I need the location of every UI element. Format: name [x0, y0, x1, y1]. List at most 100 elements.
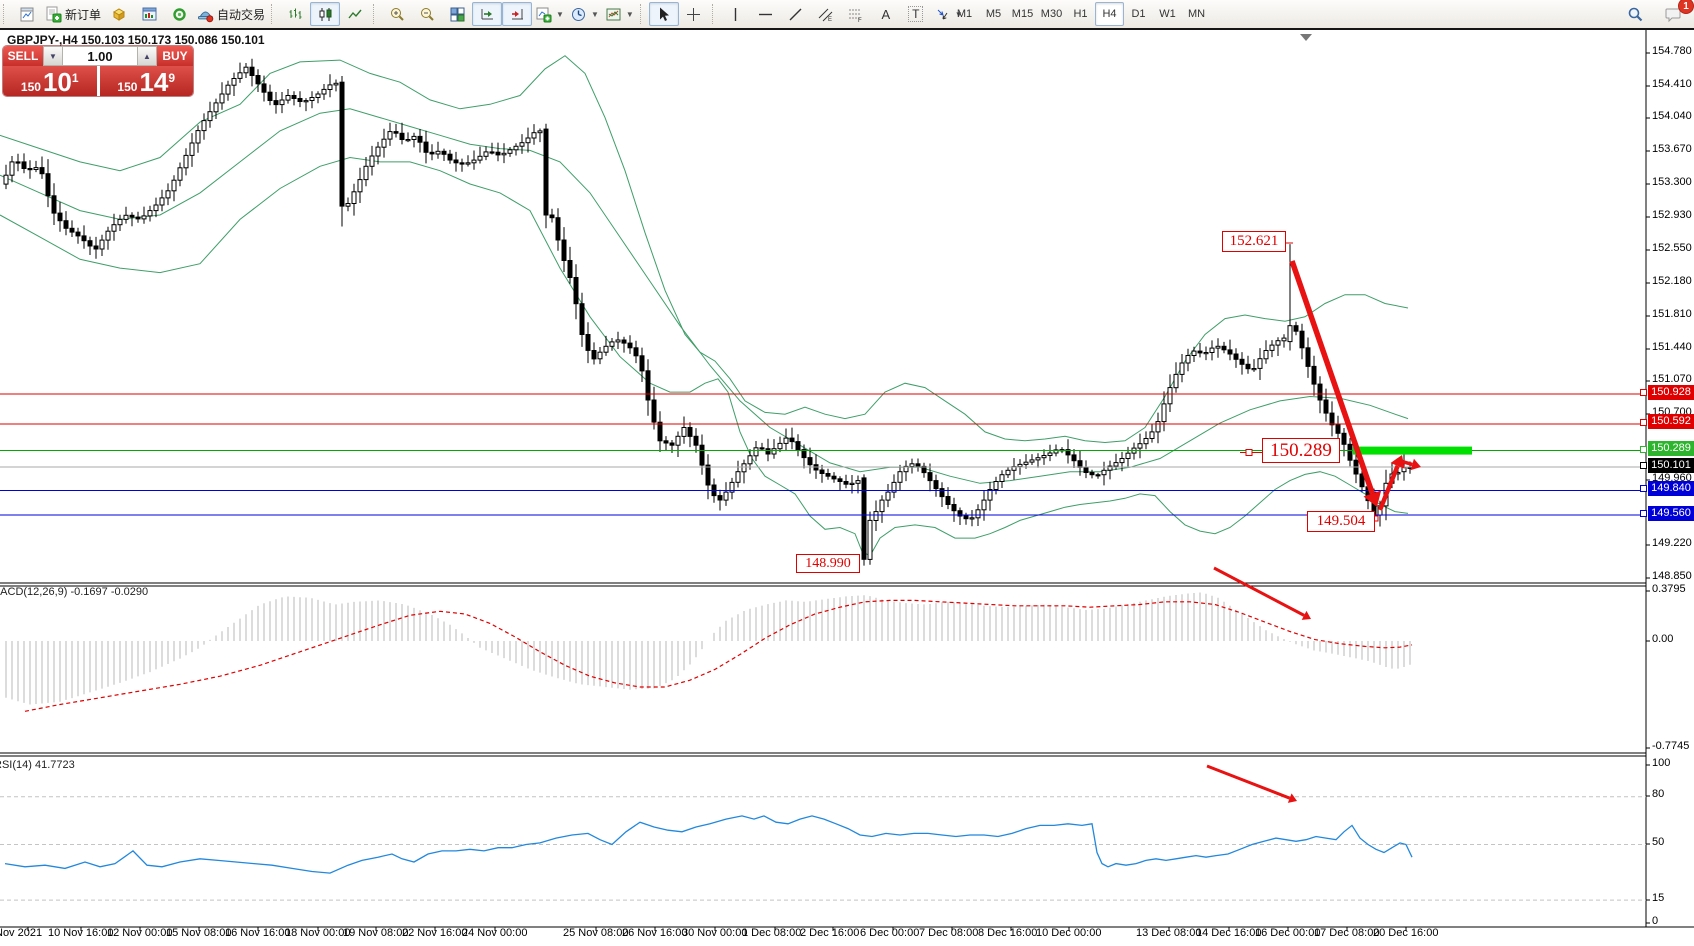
- macd-trend-arrow[interactable]: [1213, 566, 1311, 620]
- text-tool-button[interactable]: A: [871, 2, 901, 26]
- bull-candle: [1263, 350, 1269, 360]
- hline-tool-button[interactable]: [751, 2, 781, 26]
- timeframe-M1[interactable]: M1: [956, 8, 973, 20]
- bull-candle: [357, 179, 363, 193]
- bear-candle: [1227, 349, 1233, 355]
- styles-button[interactable]: [104, 2, 134, 26]
- line-chart-mode-button[interactable]: [340, 2, 370, 26]
- price-annotation-148.990[interactable]: 148.990: [796, 554, 860, 573]
- bear-candle: [417, 135, 423, 143]
- zoom-out-button[interactable]: [412, 2, 442, 26]
- trendline-tool-button[interactable]: [781, 2, 811, 26]
- price-axis-label: 149.220: [1652, 537, 1692, 549]
- toolbar-grip[interactable]: [271, 4, 276, 24]
- template-dropdown[interactable]: ▼: [602, 2, 637, 26]
- bear-candle: [1293, 325, 1299, 332]
- bear-candle: [297, 98, 303, 102]
- timeframe-M30[interactable]: M30: [1040, 8, 1063, 20]
- volume-up-button[interactable]: ▲: [137, 46, 157, 66]
- toolbar-grip[interactable]: [373, 4, 378, 24]
- signals-button[interactable]: [164, 2, 194, 26]
- time-axis-label: 19 Nov 08:00: [343, 927, 409, 939]
- bear-candle: [57, 212, 63, 222]
- sell-price[interactable]: 150 10 1: [3, 66, 97, 96]
- arrows-tool-dropdown[interactable]: ▼: [931, 2, 966, 26]
- chart-shift-button[interactable]: [502, 2, 533, 26]
- timeframe-H4[interactable]: H4: [1095, 2, 1124, 26]
- bull-candle: [1257, 358, 1263, 369]
- bear-candle: [51, 195, 57, 214]
- price-annotation-150.289[interactable]: 150.289: [1262, 438, 1340, 463]
- bull-candle: [333, 82, 339, 86]
- toolbar-grip[interactable]: [3, 4, 8, 24]
- notifications-button[interactable]: 1: [1658, 0, 1694, 26]
- timeframe-D1[interactable]: D1: [1131, 8, 1146, 20]
- buy-button[interactable]: BUY: [157, 46, 193, 66]
- toolbar-grip[interactable]: [711, 4, 717, 24]
- bull-candle: [3, 174, 9, 185]
- bull-candle: [171, 179, 177, 192]
- trend-arrow[interactable]: [1396, 458, 1421, 471]
- trend-arrow[interactable]: [1377, 455, 1405, 511]
- buy-price[interactable]: 150 14 9: [99, 66, 193, 96]
- price-annotation-149.504[interactable]: 149.504: [1307, 511, 1375, 532]
- timeframe-H1[interactable]: H1: [1073, 8, 1088, 20]
- bear-candle: [255, 75, 261, 85]
- bull-candle: [771, 448, 777, 455]
- bear-candle: [1197, 350, 1203, 354]
- price-annotation-152.621[interactable]: 152.621: [1222, 231, 1286, 252]
- bull-candle: [237, 72, 243, 79]
- toolbar-grip[interactable]: [639, 4, 645, 24]
- candle-chart-mode-button[interactable]: [310, 2, 341, 26]
- tile-windows-icon: [450, 7, 465, 21]
- new-order-button[interactable]: 新订单: [42, 2, 104, 26]
- bull-candle: [1137, 443, 1143, 449]
- bar-chart-mode-button[interactable]: [280, 2, 310, 26]
- bull-candle: [279, 99, 285, 106]
- notification-count-badge: 1: [1678, 0, 1694, 14]
- market-watch-button[interactable]: [134, 2, 164, 26]
- bear-candle: [669, 442, 675, 446]
- bull-candle: [537, 130, 543, 134]
- chart-area[interactable]: [0, 28, 1694, 946]
- expert-hat-icon: [198, 11, 214, 22]
- bull-candle: [999, 474, 1005, 483]
- support-zone-line[interactable]: [1353, 446, 1472, 455]
- text-label-tool-button[interactable]: T: [901, 2, 931, 26]
- timeframe-M5[interactable]: M5: [985, 8, 1002, 20]
- timeframe-W1[interactable]: W1: [1159, 8, 1176, 20]
- crosshair-tool-button[interactable]: [679, 2, 709, 26]
- fibonacci-tool-button[interactable]: F: [841, 2, 871, 26]
- volume-input[interactable]: [63, 46, 137, 66]
- bull-candle: [231, 78, 237, 86]
- timeframe-MN[interactable]: MN: [1187, 8, 1206, 20]
- annotation-anchor-handle[interactable]: [1245, 449, 1253, 456]
- bull-candle: [117, 218, 123, 226]
- vline-tool-button[interactable]: [721, 2, 751, 26]
- autotrading-button[interactable]: 自动交易: [194, 2, 268, 26]
- rsi-trend-arrow[interactable]: [1206, 764, 1297, 803]
- chart-window-button[interactable]: [12, 2, 42, 26]
- price-axis-label: 154.410: [1652, 78, 1692, 90]
- cursor-tool-button[interactable]: [648, 2, 679, 26]
- bear-candle: [1239, 358, 1245, 365]
- channel-tool-button[interactable]: E: [811, 2, 841, 26]
- bear-candle: [1071, 454, 1077, 462]
- period-dropdown[interactable]: ▼: [567, 2, 602, 26]
- sell-button[interactable]: SELL: [3, 46, 43, 66]
- macd-axis-label: 0.00: [1652, 633, 1674, 645]
- zoom-in-icon: [390, 7, 404, 21]
- tile-windows-button[interactable]: [442, 2, 472, 26]
- bear-candle: [657, 421, 663, 442]
- search-button[interactable]: [1620, 2, 1650, 26]
- auto-scroll-button[interactable]: [472, 2, 503, 26]
- volume-down-button[interactable]: ▼: [43, 46, 63, 66]
- chart-shift-marker[interactable]: [1300, 34, 1312, 41]
- trend-arrow[interactable]: [1289, 260, 1382, 507]
- bear-candle: [921, 465, 927, 474]
- zoom-in-button[interactable]: [382, 2, 412, 26]
- new-chart-dropdown[interactable]: ▼: [532, 2, 567, 26]
- bull-candle: [867, 519, 873, 560]
- price-chart-canvas[interactable]: [0, 30, 1694, 946]
- timeframe-M15[interactable]: M15: [1011, 8, 1034, 20]
